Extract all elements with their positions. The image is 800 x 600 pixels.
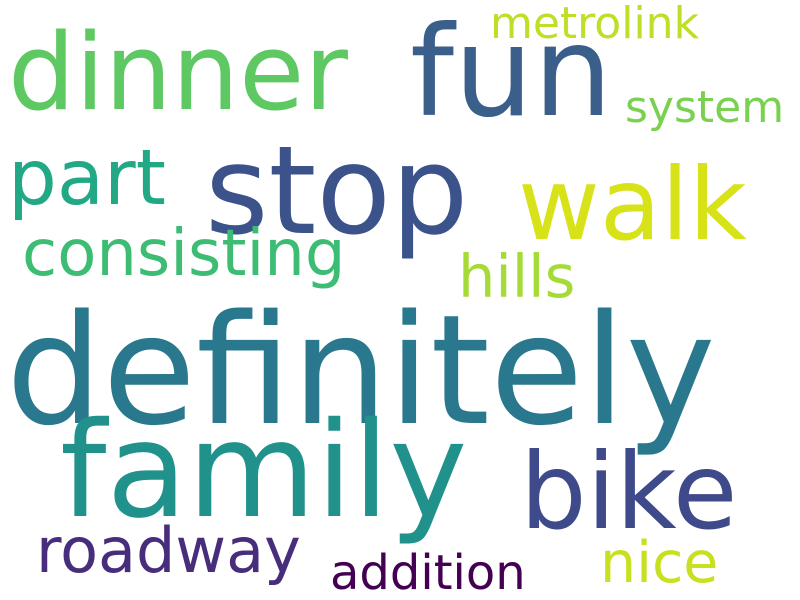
- word-hills: hills: [458, 242, 576, 311]
- word-definitely: definitely: [6, 282, 716, 459]
- word-bike: bike: [520, 431, 738, 553]
- word-walk: walk: [518, 146, 747, 263]
- word-roadway: roadway: [36, 514, 301, 587]
- word-part: part: [8, 134, 166, 223]
- word-fun: fun: [410, 0, 613, 145]
- word-stop: stop: [205, 120, 469, 262]
- word-consisting: consisting: [22, 217, 346, 291]
- word-metrolink: metrolink: [490, 0, 700, 49]
- word-nice: nice: [600, 530, 719, 596]
- word-addition: addition: [330, 545, 526, 600]
- word-family: family: [60, 394, 468, 548]
- word-dinner: dinner: [8, 11, 348, 134]
- word-system: system: [625, 82, 785, 133]
